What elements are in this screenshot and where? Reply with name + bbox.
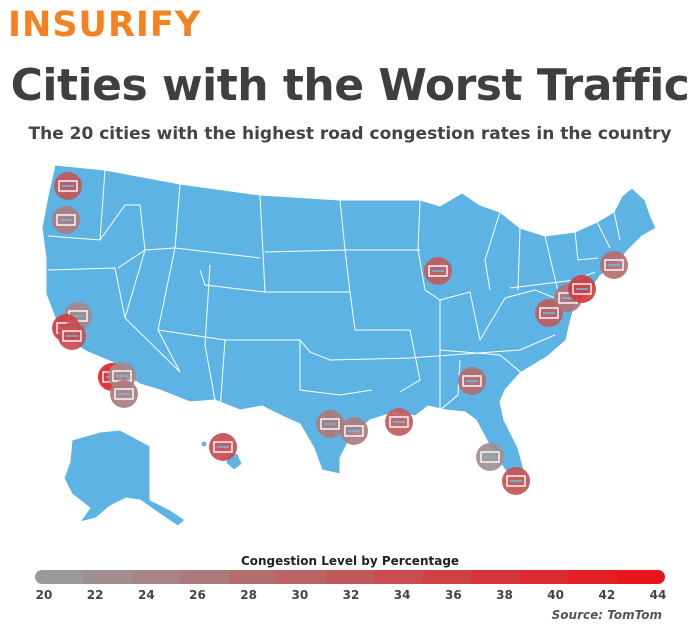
legend-swatch [616, 570, 665, 584]
contiguous-us [41, 164, 657, 483]
traffic-icon [62, 330, 82, 342]
legend-tick: 42 [598, 588, 616, 602]
legend-tick: 24 [137, 588, 155, 602]
traffic-icon [114, 388, 134, 400]
legend-color-scale [35, 570, 665, 584]
traffic-icon [572, 283, 592, 295]
legend-tick: 28 [240, 588, 258, 602]
city-marker[interactable]: Washington DC: 31% [535, 299, 563, 327]
traffic-icon [604, 259, 624, 271]
traffic-icon [389, 416, 409, 428]
source-credit: Source: TomTom [551, 608, 662, 622]
city-marker[interactable]: San Diego: 25% [110, 380, 138, 408]
traffic-icon [462, 375, 482, 387]
city-marker[interactable]: Atlanta: 28% [458, 367, 486, 395]
legend-tick: 44 [649, 588, 667, 602]
city-marker[interactable]: Austin: 26% [316, 410, 344, 438]
traffic-icon [213, 441, 233, 453]
city-marker[interactable]: Chicago: 31% [424, 257, 452, 285]
legend-swatch [471, 570, 520, 584]
city-marker[interactable]: Seattle: 32% [54, 172, 82, 200]
city-marker[interactable]: Miami: 33% [502, 467, 530, 495]
legend-tick: 26 [189, 588, 206, 602]
land-shapes [41, 164, 657, 527]
traffic-icon [56, 214, 76, 226]
legend-tick: 40 [547, 588, 565, 602]
city-marker[interactable]: New Orleans: 31% [385, 408, 413, 436]
city-marker[interactable]: New York: 37% [568, 275, 596, 303]
legend-tick: 36 [444, 588, 462, 602]
legend-swatch [374, 570, 423, 584]
city-markers: Seattle: 32%Portland: 25%Sacramento: 23%… [52, 172, 628, 495]
legend-tick: 34 [393, 588, 411, 602]
legend-swatch [519, 570, 569, 584]
us-map: Seattle: 32%Portland: 25%Sacramento: 23%… [41, 164, 657, 527]
alaska [63, 429, 186, 527]
legend-swatch [568, 570, 617, 584]
traffic-icon [506, 475, 526, 487]
legend-swatch [228, 570, 278, 584]
legend-swatch [422, 570, 472, 584]
traffic-icon [58, 180, 78, 192]
traffic-icon [320, 418, 340, 430]
legend-swatch [35, 570, 84, 584]
legend-swatch [131, 570, 181, 584]
legend-tick: 20 [35, 588, 53, 602]
legend-swatch [83, 570, 132, 584]
legend-swatch [277, 570, 326, 584]
legend-tick: 38 [496, 588, 513, 602]
traffic-icon [539, 307, 559, 319]
city-marker[interactable]: Houston: 25% [340, 417, 368, 445]
traffic-icon [480, 451, 500, 463]
city-marker[interactable]: Honolulu: 34% [209, 433, 237, 461]
legend-title: Congestion Level by Percentage [240, 554, 460, 568]
insurify-logo: INSURIFY [8, 5, 202, 45]
legend-tick: 22 [86, 588, 104, 602]
city-marker[interactable]: Boston: 28% [600, 251, 628, 279]
city-marker[interactable]: Portland: 25% [52, 206, 80, 234]
city-marker[interactable]: Orlando: 22% [476, 443, 504, 471]
legend-tick-labels: 20 22 24 26 28 30 32 34 36 38 40 42 44 [0, 588, 700, 604]
legend-tick: 32 [342, 588, 360, 602]
legend-tick: 30 [291, 588, 309, 602]
traffic-icon [428, 265, 448, 277]
city-marker[interactable]: San Jose: 34% [58, 322, 86, 350]
state-borders [47, 169, 621, 412]
legend-swatch [180, 570, 229, 584]
page-title: Cities with the Worst Traffic [10, 60, 690, 111]
legend-swatch [325, 570, 375, 584]
traffic-icon [344, 425, 364, 437]
page-subtitle: The 20 cities with the highest road cong… [28, 124, 672, 144]
